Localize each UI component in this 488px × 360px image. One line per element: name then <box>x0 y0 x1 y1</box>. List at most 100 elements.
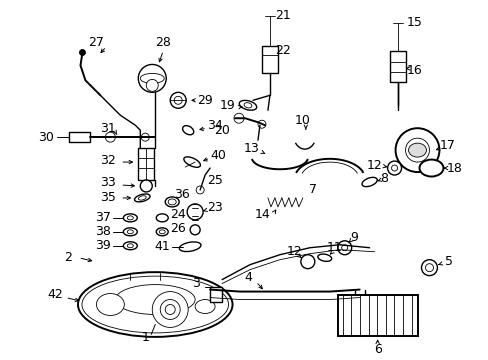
Bar <box>262 45 277 73</box>
Circle shape <box>300 255 314 269</box>
Text: 5: 5 <box>445 255 452 268</box>
Circle shape <box>196 186 203 194</box>
Circle shape <box>234 113 244 123</box>
Text: 37: 37 <box>95 211 111 224</box>
Text: 18: 18 <box>446 162 461 175</box>
Circle shape <box>387 161 401 175</box>
Circle shape <box>160 300 180 319</box>
Ellipse shape <box>183 157 200 167</box>
Circle shape <box>165 305 175 315</box>
Ellipse shape <box>179 242 201 252</box>
Text: 15: 15 <box>406 16 422 29</box>
Ellipse shape <box>140 73 164 84</box>
Text: 25: 25 <box>207 174 223 186</box>
Text: 2: 2 <box>64 251 72 264</box>
Ellipse shape <box>115 285 195 315</box>
Text: 38: 38 <box>95 225 111 238</box>
Ellipse shape <box>127 230 133 234</box>
Text: 21: 21 <box>274 9 290 22</box>
Circle shape <box>141 133 149 141</box>
Ellipse shape <box>165 197 179 207</box>
Circle shape <box>391 165 397 171</box>
Ellipse shape <box>195 300 215 314</box>
Ellipse shape <box>168 199 176 205</box>
Circle shape <box>174 96 182 104</box>
Text: 12: 12 <box>366 158 382 172</box>
Text: 12: 12 <box>286 245 302 258</box>
Ellipse shape <box>419 159 443 176</box>
Text: 31: 31 <box>101 122 116 135</box>
Text: 6: 6 <box>373 343 381 356</box>
Ellipse shape <box>127 244 133 248</box>
Circle shape <box>152 292 188 328</box>
Ellipse shape <box>239 100 256 110</box>
Text: 13: 13 <box>244 141 259 155</box>
Circle shape <box>421 260 437 276</box>
Ellipse shape <box>123 228 137 236</box>
Ellipse shape <box>138 196 146 200</box>
Text: 8: 8 <box>380 171 388 185</box>
Text: 34: 34 <box>207 119 223 132</box>
Text: 19: 19 <box>220 99 235 112</box>
Circle shape <box>187 204 203 220</box>
Text: 7: 7 <box>308 184 316 197</box>
Text: 4: 4 <box>244 271 251 284</box>
Ellipse shape <box>134 194 150 202</box>
Text: 40: 40 <box>210 149 225 162</box>
Circle shape <box>190 225 200 235</box>
Text: 41: 41 <box>154 240 170 253</box>
Text: 3: 3 <box>192 277 200 290</box>
Bar <box>389 50 405 82</box>
Ellipse shape <box>407 143 426 157</box>
Circle shape <box>80 50 85 55</box>
Text: 33: 33 <box>101 176 116 189</box>
Ellipse shape <box>317 254 331 261</box>
Text: 17: 17 <box>439 139 454 152</box>
Circle shape <box>140 180 152 192</box>
Ellipse shape <box>96 293 124 315</box>
Circle shape <box>395 128 439 172</box>
Circle shape <box>337 241 351 255</box>
Bar <box>210 287 222 302</box>
Text: 22: 22 <box>274 44 290 57</box>
Text: 32: 32 <box>101 154 116 167</box>
Text: 28: 28 <box>155 36 171 49</box>
Text: 42: 42 <box>47 288 63 301</box>
Circle shape <box>425 264 432 272</box>
Text: 24: 24 <box>170 208 185 221</box>
Circle shape <box>258 120 265 128</box>
Ellipse shape <box>156 214 168 222</box>
Text: 1: 1 <box>141 331 149 344</box>
Bar <box>138 148 154 180</box>
Text: 29: 29 <box>197 94 213 107</box>
Text: 39: 39 <box>95 239 111 252</box>
Text: 30: 30 <box>38 131 53 144</box>
Ellipse shape <box>82 276 228 333</box>
Ellipse shape <box>123 214 137 222</box>
Ellipse shape <box>156 228 168 236</box>
Ellipse shape <box>127 216 133 220</box>
Text: 26: 26 <box>170 222 185 235</box>
Text: 20: 20 <box>214 124 229 137</box>
Ellipse shape <box>78 272 232 337</box>
Ellipse shape <box>123 242 137 250</box>
Text: 23: 23 <box>207 201 223 215</box>
Text: 9: 9 <box>350 231 358 244</box>
Text: 16: 16 <box>406 64 422 77</box>
Circle shape <box>405 138 428 162</box>
Text: 36: 36 <box>174 188 190 202</box>
Text: 11: 11 <box>326 241 342 254</box>
Ellipse shape <box>361 177 376 186</box>
Ellipse shape <box>159 230 165 234</box>
Circle shape <box>138 64 166 92</box>
Circle shape <box>105 132 115 142</box>
Text: 27: 27 <box>88 36 104 49</box>
Bar <box>68 132 90 142</box>
Circle shape <box>146 80 158 91</box>
Circle shape <box>170 92 186 108</box>
Ellipse shape <box>182 126 193 135</box>
Bar <box>337 294 417 336</box>
Text: 35: 35 <box>100 192 116 204</box>
Circle shape <box>341 245 347 251</box>
Text: 10: 10 <box>294 114 310 127</box>
